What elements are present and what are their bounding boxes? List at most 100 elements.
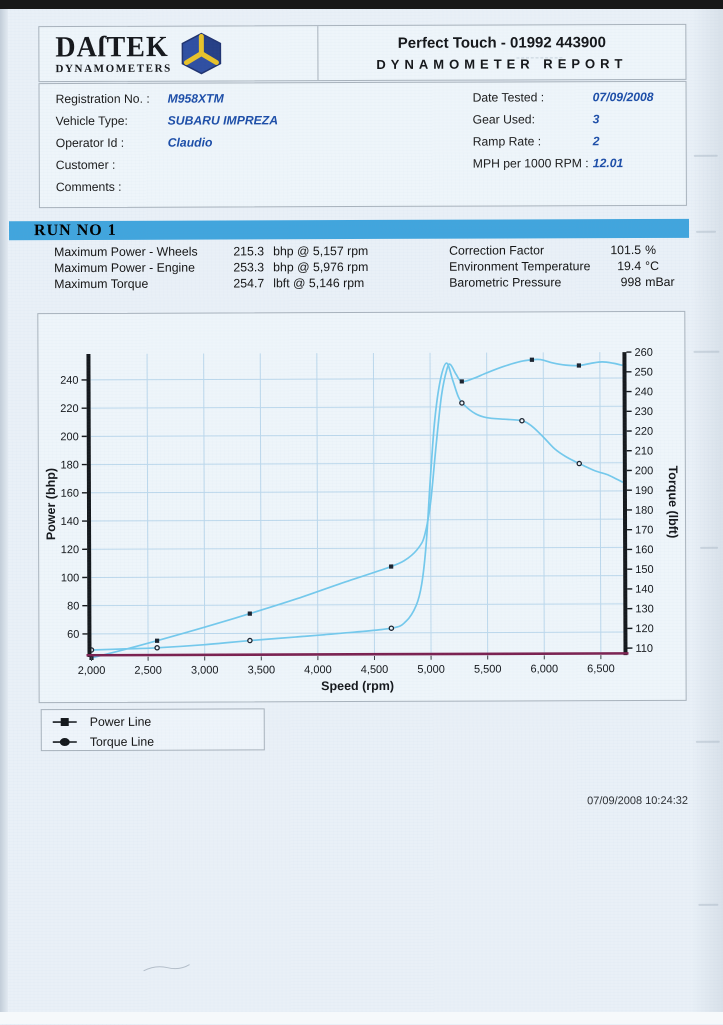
- svg-text:100: 100: [61, 572, 79, 584]
- info-row: Registration No. :M958XTM: [56, 91, 224, 106]
- svg-text:60: 60: [67, 629, 79, 641]
- company-phone-title: Perfect Touch - 01992 443900: [318, 33, 685, 51]
- header-box: DAſTEK DYNAMOMETERS Perfect Touch - 0199…: [38, 24, 686, 82]
- svg-text:240: 240: [60, 375, 78, 387]
- svg-text:140: 140: [635, 584, 653, 596]
- field-value: 2: [593, 134, 600, 148]
- stat-unit: lbft @ 5,146 rpm: [273, 276, 364, 290]
- brand-name: DAſTEK: [55, 32, 171, 62]
- field-label: Registration No. :: [56, 92, 168, 106]
- field-label: Gear Used:: [473, 112, 593, 126]
- svg-text:120: 120: [61, 544, 79, 556]
- brand-subtitle: DYNAMOMETERS: [55, 63, 171, 74]
- svg-text:Power (bhp): Power (bhp): [44, 468, 58, 540]
- brand-logo: DAſTEK DYNAMOMETERS: [39, 31, 317, 76]
- stat-label: Barometric Pressure: [449, 275, 607, 290]
- svg-text:5,000: 5,000: [417, 664, 445, 676]
- svg-text:140: 140: [61, 516, 79, 528]
- chart-legend: Power Line Torque Line: [41, 708, 265, 751]
- info-box: Registration No. :M958XTM Vehicle Type:S…: [39, 81, 687, 208]
- svg-text:260: 260: [634, 347, 652, 359]
- legend-item: Power Line: [42, 712, 264, 730]
- svg-text:200: 200: [60, 431, 78, 443]
- svg-text:230: 230: [635, 406, 653, 418]
- stat-value: 19.4: [607, 259, 641, 273]
- svg-text:3,000: 3,000: [191, 665, 219, 677]
- field-value: 07/09/2008: [593, 90, 654, 104]
- svg-text:4,000: 4,000: [304, 664, 332, 676]
- svg-text:2,500: 2,500: [134, 665, 162, 677]
- scan-artifact: [516, 57, 562, 58]
- stat-unit: bhp @ 5,976 rpm: [273, 260, 368, 274]
- stat-value: 101.5: [607, 243, 641, 257]
- info-row: Vehicle Type:SUBARU IMPREZA: [56, 113, 278, 128]
- info-row: Operator Id :Claudio: [56, 136, 213, 151]
- svg-text:120: 120: [635, 623, 653, 635]
- stat-unit: °C: [645, 259, 659, 273]
- stat-label: Environment Temperature: [449, 259, 607, 274]
- svg-text:5,500: 5,500: [474, 664, 502, 676]
- info-row: Comments :: [56, 180, 122, 194]
- scan-scratch-mark: [142, 959, 192, 977]
- svg-text:110: 110: [635, 643, 653, 655]
- svg-text:190: 190: [635, 485, 653, 497]
- svg-text:180: 180: [60, 459, 78, 471]
- legend-label: Torque Line: [90, 734, 154, 748]
- field-label: Customer :: [56, 158, 116, 172]
- info-row: Date Tested :07/09/2008: [473, 90, 654, 105]
- stat-label: Maximum Power - Wheels: [54, 244, 224, 259]
- dyno-chart: 60 80 100 120 140 160 180 200 220 240 110 120 130 140…: [38, 312, 685, 702]
- svg-text:Speed (rpm): Speed (rpm): [321, 679, 394, 693]
- svg-text:150: 150: [635, 564, 653, 576]
- run-title: RUN NO 1: [9, 219, 689, 240]
- footer-timestamp: 07/09/2008 10:24:32: [587, 795, 688, 807]
- svg-text:240: 240: [635, 386, 653, 398]
- field-value: M958XTM: [168, 91, 224, 105]
- svg-text:6,000: 6,000: [531, 663, 559, 675]
- field-label: Date Tested :: [473, 90, 593, 104]
- svg-text:160: 160: [61, 488, 79, 500]
- report-title: DYNAMOMETER REPORT: [318, 55, 685, 71]
- svg-text:250: 250: [634, 367, 652, 379]
- brand-cube-icon: [181, 31, 223, 75]
- svg-text:200: 200: [635, 465, 653, 477]
- svg-text:80: 80: [67, 601, 79, 613]
- field-label: MPH per 1000 RPM :: [473, 156, 593, 170]
- svg-text:130: 130: [635, 603, 653, 615]
- info-row: Gear Used:3: [473, 112, 600, 126]
- run-section-bar: RUN NO 1: [9, 219, 689, 240]
- power-line-marker-icon: [52, 716, 78, 726]
- legend-label: Power Line: [90, 714, 152, 728]
- svg-text:180: 180: [635, 505, 653, 517]
- legend-item: Torque Line: [42, 732, 264, 750]
- field-value: 3: [593, 112, 600, 126]
- scan-left-edge: [0, 0, 8, 1024]
- svg-text:210: 210: [635, 445, 653, 457]
- field-value: SUBARU IMPREZA: [168, 113, 278, 127]
- info-row: Customer :: [56, 158, 116, 172]
- stat-value: 253.3: [224, 260, 264, 274]
- scan-top-edge: [0, 0, 723, 9]
- svg-text:220: 220: [60, 403, 78, 415]
- chart-box: 60 80 100 120 140 160 180 200 220 240 110 120 130 140…: [37, 311, 686, 703]
- svg-text:3,500: 3,500: [248, 664, 276, 676]
- field-value: 12.01: [593, 156, 624, 170]
- scan-bottom-edge: [0, 1012, 723, 1024]
- svg-text:170: 170: [635, 524, 653, 536]
- field-label: Vehicle Type:: [56, 114, 168, 128]
- svg-text:220: 220: [635, 426, 653, 438]
- svg-text:6,500: 6,500: [587, 663, 615, 675]
- stat-value: 254.7: [224, 276, 264, 290]
- field-label: Operator Id :: [56, 136, 168, 150]
- torque-line-marker-icon: [52, 736, 78, 746]
- stat-unit: bhp @ 5,157 rpm: [273, 244, 368, 258]
- info-row: MPH per 1000 RPM :12.01: [473, 156, 624, 171]
- stat-value: 215.3: [224, 244, 264, 258]
- stat-label: Maximum Torque: [54, 276, 224, 291]
